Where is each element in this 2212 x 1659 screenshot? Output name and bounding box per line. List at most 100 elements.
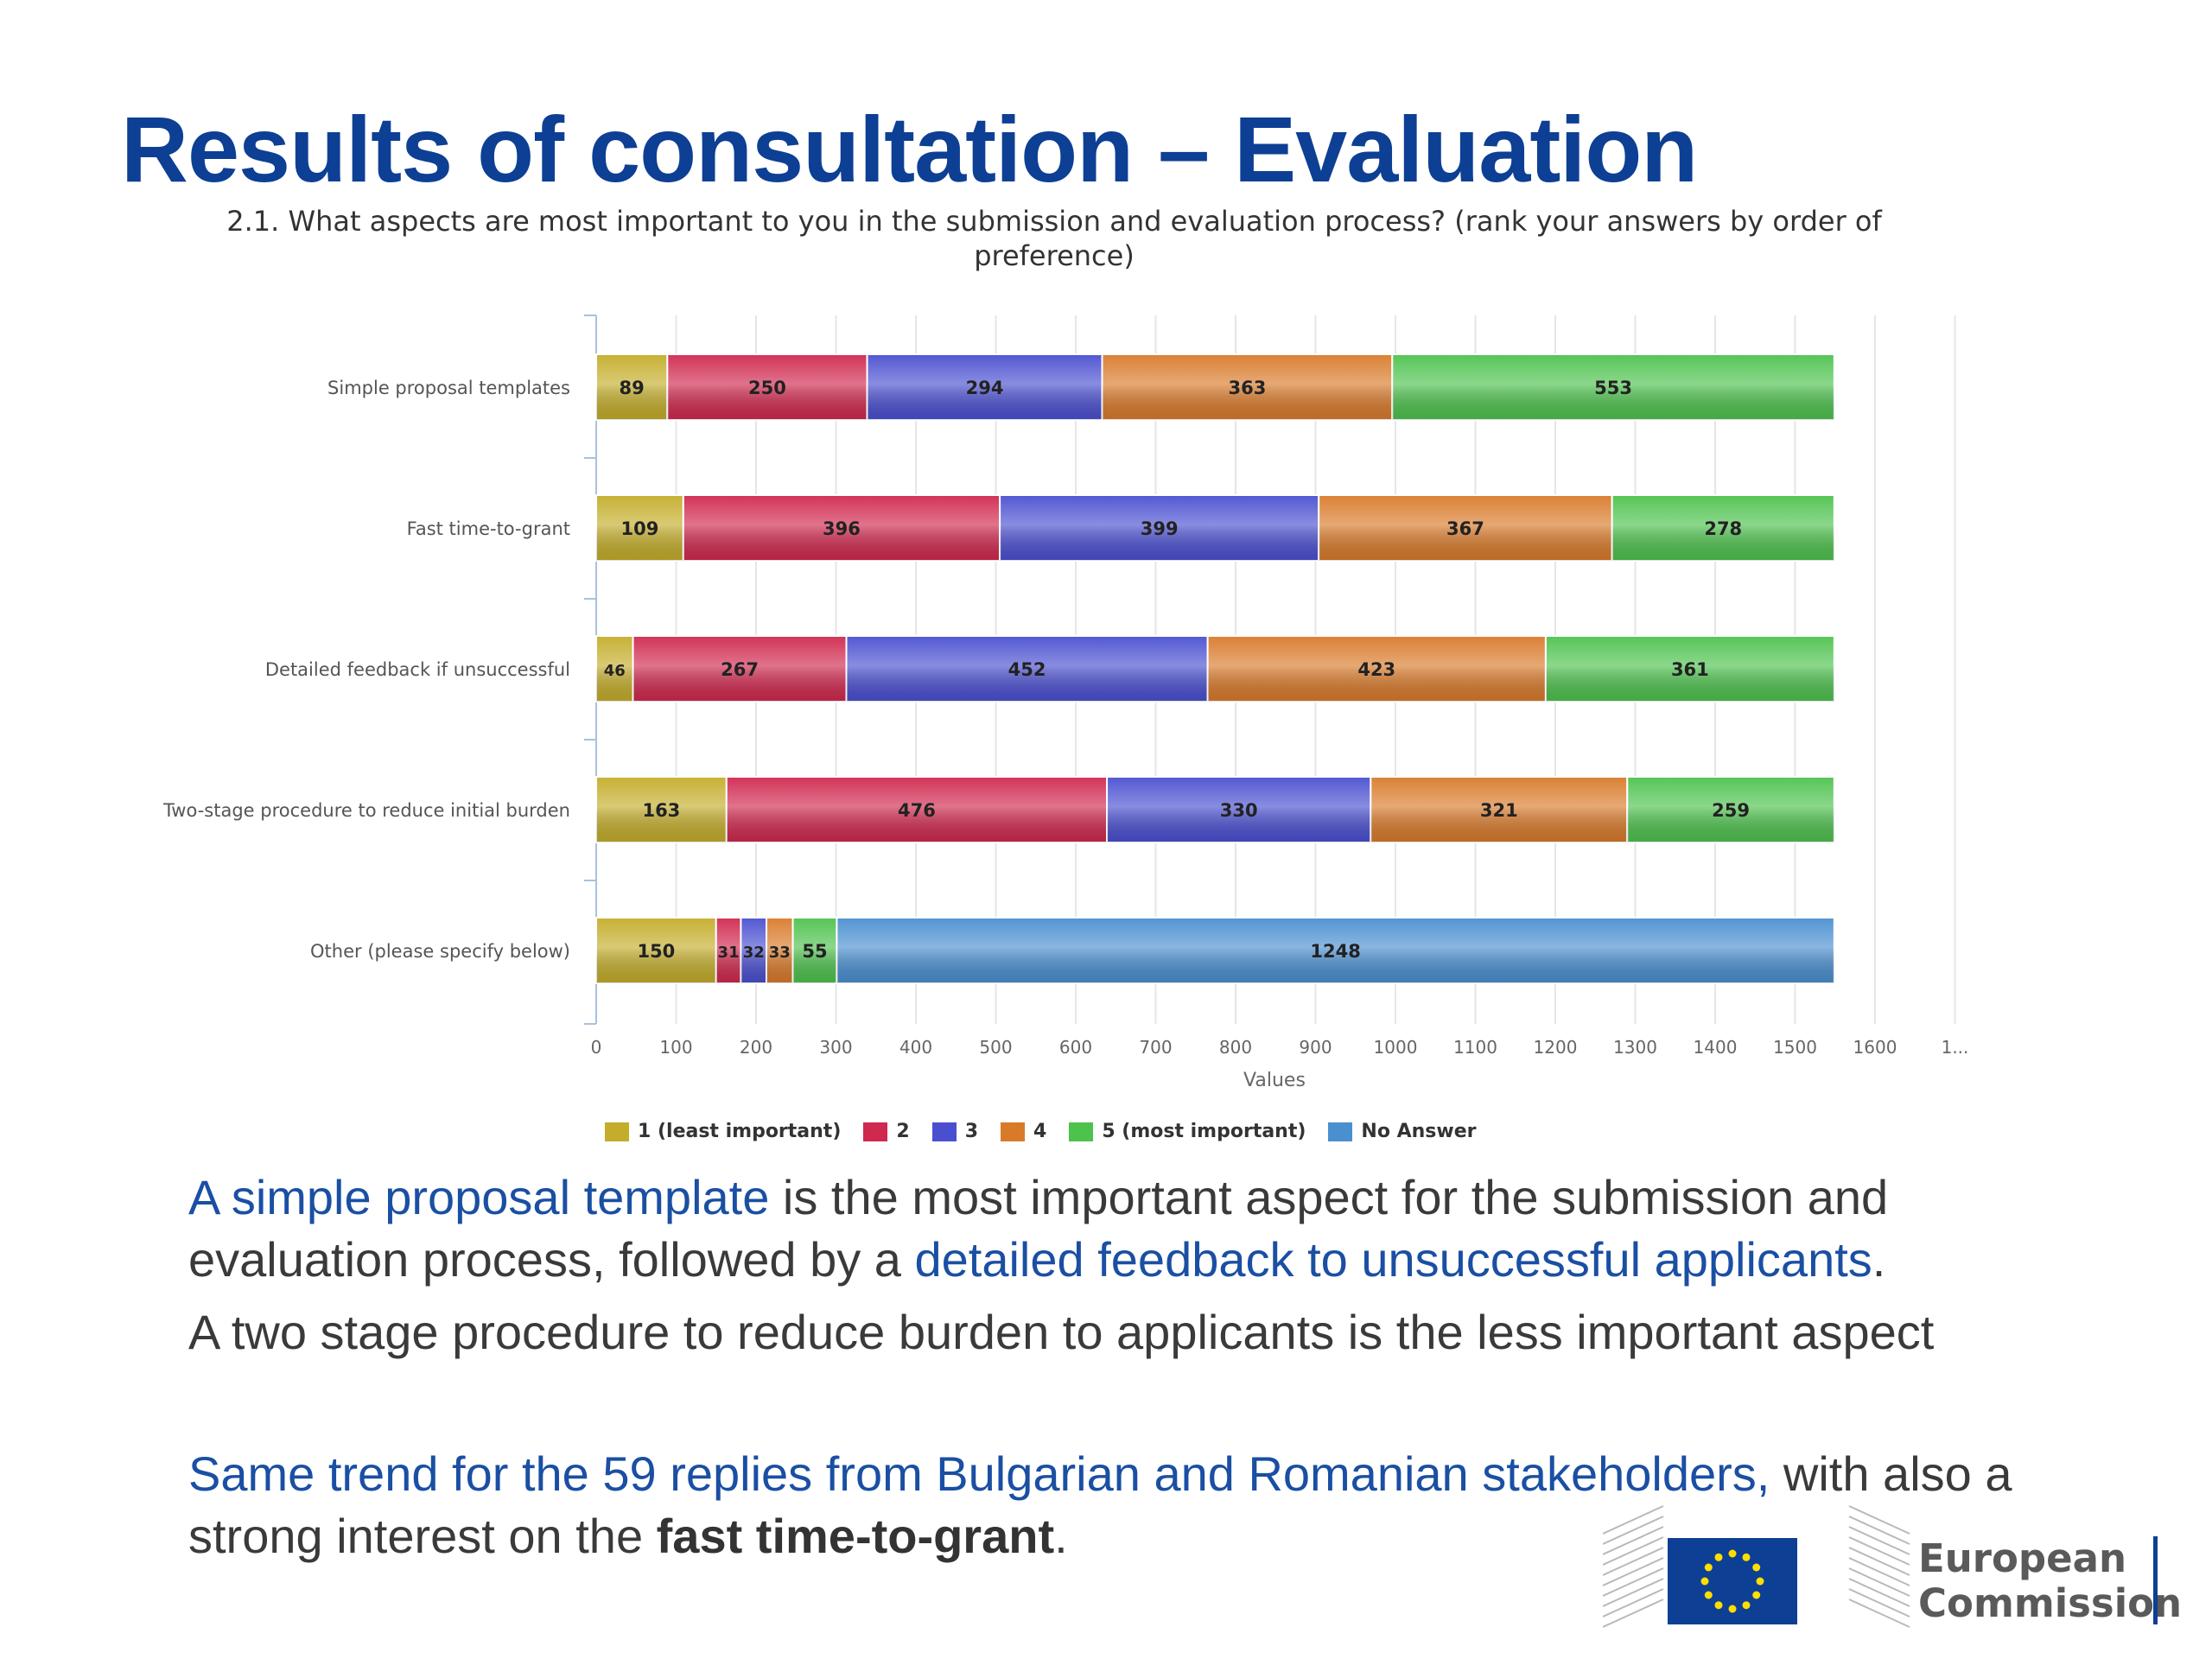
bar-value-label: 553 (1594, 378, 1632, 398)
bar-segment (740, 917, 768, 984)
highlight-bg-ro: Same trend for the 59 replies from Bulga… (188, 1446, 1770, 1501)
x-tick-label: 800 (1219, 1037, 1252, 1058)
p1-text-1: is the most important aspect for the sub… (188, 1170, 1889, 1287)
y-category-label: Fast time-to-grant (407, 518, 570, 539)
bar-segment (595, 353, 669, 421)
bar-segment (725, 776, 1109, 843)
bar-value-label: 399 (1141, 518, 1179, 539)
bar-value-label: 89 (620, 378, 645, 398)
bar-segment (666, 353, 868, 421)
legend-item[interactable]: 3 (931, 1121, 978, 1142)
x-tick-label: 600 (1059, 1037, 1092, 1058)
legend-label: 3 (964, 1121, 978, 1142)
bar-value-label: 163 (642, 800, 680, 821)
bar-segment (1391, 353, 1835, 421)
legend-swatch (605, 1122, 629, 1141)
bar-segment (632, 635, 848, 702)
eu-star-icon (1704, 1563, 1713, 1572)
bar-value-label: 363 (1228, 378, 1266, 398)
legend-item[interactable]: 2 (863, 1121, 910, 1142)
bar-segment (1370, 776, 1629, 843)
legend-label: 2 (896, 1121, 910, 1142)
eu-star-icon (1752, 1591, 1761, 1599)
european-commission-logo (1603, 1505, 1910, 1628)
bold-fast-time: fast time-to-grant (656, 1509, 1055, 1563)
bar-segment (866, 353, 1103, 421)
legend-swatch (863, 1122, 888, 1141)
x-tick-label: 900 (1299, 1037, 1332, 1058)
bar-segment (1206, 635, 1547, 702)
bar-value-label: 250 (748, 378, 786, 398)
x-tick-label: 300 (819, 1037, 852, 1058)
bar-value-label: 476 (898, 800, 936, 821)
legend-label: No Answer (1361, 1121, 1477, 1142)
legend-item[interactable]: 4 (1001, 1121, 1046, 1142)
bar-segment (682, 494, 1001, 562)
bar-value-label: 423 (1357, 659, 1395, 680)
bar-value-label: 32 (743, 944, 765, 962)
bar-value-label: 321 (1480, 800, 1518, 821)
highlight-simple-template: A simple proposal template (188, 1170, 770, 1224)
bar-value-label: 361 (1671, 659, 1709, 680)
eu-star-icon (1752, 1563, 1761, 1572)
bar-segment (595, 635, 634, 702)
bar-value-label: 31 (718, 944, 740, 962)
bar-value-label: 452 (1008, 659, 1046, 680)
bar-segment (595, 494, 684, 562)
x-tick-label: 1100 (1453, 1037, 1497, 1058)
bar-segment (595, 776, 728, 843)
y-category-label: Other (please specify below) (310, 941, 570, 962)
bar-segment (791, 917, 838, 984)
x-tick-label: 1200 (1534, 1037, 1578, 1058)
bar-value-label: 294 (966, 378, 1004, 398)
legend-item[interactable]: 1 (least important) (605, 1121, 841, 1142)
bar-value-label: 1248 (1310, 941, 1360, 962)
chart-labels: Simple proposal templates 89 250 294 363 553 F… (162, 378, 1750, 962)
bar-segment (1544, 635, 1835, 702)
legend-label: 1 (least important) (638, 1121, 842, 1142)
legend-item[interactable]: No Answer (1328, 1121, 1477, 1142)
bar-segment (1626, 776, 1835, 843)
bar-segment (836, 917, 1835, 984)
bar-segment (1106, 776, 1372, 843)
x-tick-label: 500 (979, 1037, 1012, 1058)
summary-paragraph-3: Same trend for the 59 replies from Bulga… (188, 1443, 2089, 1567)
highlight-detailed-feedback: detailed feedback to unsuccessful applic… (914, 1232, 1872, 1287)
p1-text-2: . (1872, 1232, 1886, 1287)
chart-bars (595, 353, 1835, 984)
logo-divider (2153, 1536, 2158, 1624)
bar-value-label: 259 (1712, 800, 1750, 821)
x-axis-title: Values (1243, 1070, 1306, 1091)
x-tick-label: 1500 (1773, 1037, 1817, 1058)
bar-segment (845, 635, 1209, 702)
legend-item[interactable]: 5 (most important) (1069, 1121, 1306, 1142)
x-tick-label: 1400 (1694, 1037, 1738, 1058)
legend-swatch (931, 1122, 957, 1141)
x-tick-label: 1300 (1613, 1037, 1657, 1058)
bar-value-label: 367 (1446, 518, 1484, 539)
logo-line-1: European (1918, 1535, 2127, 1581)
bar-segment (1611, 494, 1835, 562)
p3-text-1: with also a strong interest on the (188, 1446, 2012, 1563)
bar-value-label: 33 (769, 944, 791, 962)
bar-value-label: 330 (1220, 800, 1258, 821)
bar-value-label: 150 (637, 941, 675, 962)
logo-line-2: Commission (1918, 1580, 2183, 1626)
x-tick-label: 700 (1139, 1037, 1172, 1058)
x-tick-label: 1600 (1853, 1037, 1897, 1058)
legend-label: 5 (most important) (1102, 1121, 1306, 1142)
eu-star-icon (1728, 1549, 1737, 1558)
legend-label: 4 (1033, 1121, 1047, 1142)
y-category-label: Two-stage procedure to reduce initial bu… (162, 800, 570, 821)
x-tick-label: 400 (899, 1037, 932, 1058)
eu-star-icon (1756, 1577, 1764, 1586)
summary-paragraph-1: A simple proposal template is the most i… (188, 1166, 2089, 1291)
summary-paragraph-2: A two stage procedure to reduce burden t… (188, 1305, 1935, 1359)
bar-value-label: 396 (823, 518, 861, 539)
eu-star-icon (1728, 1605, 1737, 1613)
y-category-label: Simple proposal templates (327, 378, 570, 398)
slide-title: Results of consultation – Evaluation (121, 97, 1698, 201)
bar-segment (1318, 494, 1613, 562)
chart-legend: 1 (least important) 2 3 4 5 (most important)… (605, 1121, 1477, 1142)
